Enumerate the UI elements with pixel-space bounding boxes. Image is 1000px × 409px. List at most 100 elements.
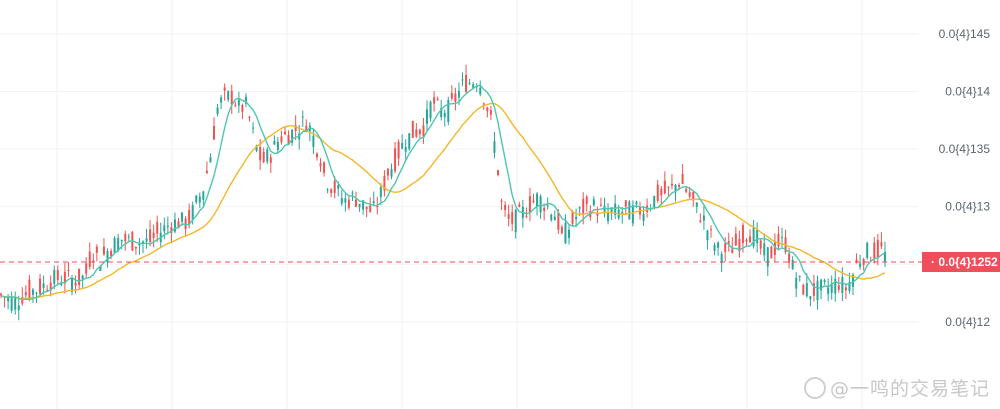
candle-body — [670, 183, 673, 186]
candle-body — [397, 141, 400, 159]
candle-body — [582, 198, 585, 215]
candle-body — [142, 241, 144, 245]
candle-body — [607, 211, 610, 222]
candle-body — [376, 206, 379, 208]
watermark-logo-icon — [803, 377, 826, 399]
candle-body — [688, 192, 691, 197]
candle-body — [266, 149, 269, 162]
candle-body — [642, 213, 645, 221]
candle-body — [472, 84, 475, 88]
candle-body — [355, 199, 357, 207]
candle-body — [248, 116, 251, 118]
candle-body — [852, 274, 854, 287]
candle-body — [571, 211, 574, 224]
candle-body — [323, 162, 326, 173]
candle-body — [546, 205, 549, 207]
candle-body — [628, 201, 631, 220]
candle-body — [745, 239, 748, 242]
candle-body — [848, 281, 851, 292]
candle-body — [0, 293, 2, 296]
candle-body — [117, 238, 120, 252]
candle-body — [443, 112, 446, 117]
candle-body — [113, 237, 116, 254]
candle-body — [514, 209, 517, 233]
candle-body — [10, 296, 13, 311]
candle-body — [536, 193, 539, 207]
candle-body — [710, 229, 712, 231]
candle-body — [255, 145, 258, 151]
candle-body — [312, 135, 315, 147]
candle-body — [436, 98, 439, 100]
candle-body — [223, 87, 226, 91]
candle-body — [592, 199, 595, 206]
candle-body — [731, 247, 734, 254]
candle-body — [773, 241, 776, 255]
candle-body — [379, 187, 382, 197]
candle-body — [681, 174, 684, 185]
candle-body — [500, 200, 503, 202]
candle-body — [188, 209, 191, 225]
candle-body — [259, 147, 262, 161]
candle-body — [578, 207, 581, 209]
candle-body — [823, 280, 826, 283]
candle-body — [102, 246, 105, 255]
candle-body — [191, 205, 194, 221]
candle-body — [883, 251, 886, 263]
candle-body — [837, 285, 840, 290]
candle-body — [184, 218, 187, 230]
candle-body — [53, 270, 56, 284]
candle-body — [866, 242, 869, 259]
candle-body — [166, 225, 169, 228]
candle-body — [575, 216, 578, 220]
candle-body — [507, 214, 510, 219]
candle-body — [873, 242, 876, 259]
candle-body — [369, 205, 372, 212]
candle-body — [418, 129, 421, 135]
candle-body — [145, 238, 148, 242]
candle-body — [216, 107, 219, 114]
candle-body — [95, 246, 98, 253]
candle-body — [88, 251, 91, 267]
candle-body — [330, 189, 333, 194]
candle-body — [237, 99, 240, 106]
candle-body — [372, 201, 375, 204]
candle-body — [358, 203, 361, 208]
candle-body — [685, 188, 688, 192]
candle-body — [85, 263, 88, 274]
candle-body — [528, 196, 531, 213]
candle-body — [152, 232, 155, 238]
candle-body — [749, 236, 752, 243]
candle-body — [241, 105, 244, 112]
candle-body — [489, 110, 492, 115]
candle-body — [134, 246, 137, 249]
current-price-tag — [922, 251, 1000, 272]
candle-body — [663, 180, 666, 194]
candle-body — [333, 181, 336, 193]
candle-body — [124, 234, 127, 242]
candle-body — [585, 196, 588, 204]
candle-body — [706, 230, 709, 241]
candle-body — [209, 157, 212, 163]
candle-body — [692, 192, 695, 201]
ma-fast-line — [0, 84, 886, 301]
candle-body — [202, 191, 205, 200]
candle-body — [213, 126, 215, 140]
candle-body — [795, 277, 798, 289]
candle-body — [344, 198, 347, 203]
candle-body — [386, 168, 389, 176]
candle-body — [220, 97, 223, 103]
candle-body — [788, 253, 791, 263]
candle-body — [862, 259, 865, 266]
candle-body — [752, 226, 755, 247]
candle-body — [433, 97, 436, 104]
candle-body — [876, 239, 879, 258]
candle-body — [667, 186, 670, 188]
candle-body — [74, 282, 77, 286]
candle-body — [465, 74, 468, 92]
candle-body — [766, 247, 769, 267]
candle-body — [365, 206, 368, 210]
candle-body — [610, 208, 613, 212]
candle-body — [702, 215, 705, 221]
candle-body — [713, 244, 716, 251]
